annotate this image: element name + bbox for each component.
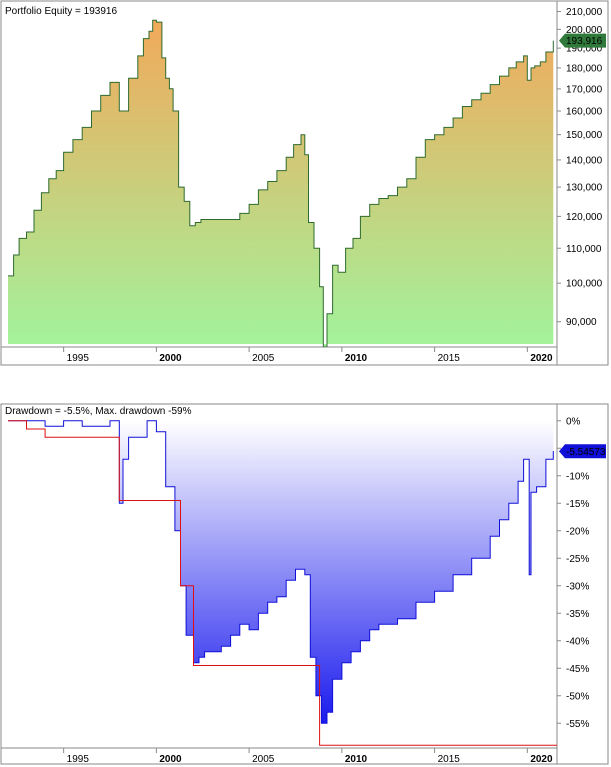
drawdown-y-tick-label: -20% xyxy=(566,526,589,537)
drawdown-chart: 0%-5%-10%-15%-20%-25%-30%-35%-40%-45%-50… xyxy=(0,403,609,765)
drawdown-y-tick-label: 0% xyxy=(566,416,581,427)
equity-y-tick-label: 130,000 xyxy=(566,183,603,194)
equity-x-tick-label: 2000 xyxy=(159,353,182,364)
drawdown-line xyxy=(8,420,554,724)
equity-y-tick-label: 180,000 xyxy=(566,63,603,74)
equity-y-tick-label: 100,000 xyxy=(566,279,603,290)
drawdown-current-value-label: -5.54573 xyxy=(566,447,606,458)
equity-y-tick-label: 90,000 xyxy=(566,317,597,328)
equity-line xyxy=(8,19,554,347)
equity-x-tick-label: 2010 xyxy=(345,353,368,364)
equity-y-tick-label: 140,000 xyxy=(566,155,603,166)
drawdown-x-tick-label: 1995 xyxy=(67,754,90,765)
drawdown-area-fill xyxy=(8,420,554,724)
equity-x-tick-label: 2020 xyxy=(530,353,553,364)
drawdown-x-tick-label: 2020 xyxy=(530,754,553,765)
max-drawdown-line xyxy=(8,420,557,746)
drawdown-current-value-tag xyxy=(559,444,606,459)
drawdown-chart-title: Drawdown = -5.5%, Max. drawdown -59% xyxy=(5,406,192,417)
drawdown-y-tick-label: -30% xyxy=(566,581,589,592)
equity-y-tick-label: 110,000 xyxy=(566,244,602,255)
drawdown-x-tick-label: 2000 xyxy=(159,754,182,765)
equity-y-tick-label: 210,000 xyxy=(566,7,603,18)
equity-y-tick-label: 120,000 xyxy=(566,212,603,223)
drawdown-y-tick-label: -15% xyxy=(566,499,589,510)
drawdown-x-tick-label: 2010 xyxy=(345,754,368,765)
drawdown-x-tick-label: 2005 xyxy=(252,754,275,765)
equity-x-tick-label: 2005 xyxy=(252,353,275,364)
drawdown-x-axis: 1995 2000 2005 2010 2015 2020 xyxy=(63,748,553,765)
drawdown-y-tick-label: -35% xyxy=(566,609,589,620)
equity-y-tick-label: 200,000 xyxy=(566,25,603,36)
equity-current-value-label: 193,916 xyxy=(566,36,603,47)
equity-y-tick-label: 190,000 xyxy=(566,44,603,55)
drawdown-y-tick-label: -50% xyxy=(566,691,589,702)
equity-area-fill xyxy=(8,20,554,347)
drawdown-x-tick-label: 2015 xyxy=(438,754,461,765)
equity-chart: 90,000 100,000 110,000 120,000 130,000 140,00… xyxy=(0,0,609,366)
equity-x-tick-label: 1995 xyxy=(67,353,90,364)
equity-x-tick-label: 2015 xyxy=(438,353,461,364)
drawdown-y-tick-label: -45% xyxy=(566,664,589,675)
drawdown-current-value-marker: -5.54573 xyxy=(559,444,606,459)
drawdown-y-tick-label: -25% xyxy=(566,554,589,565)
drawdown-y-tick-label: -40% xyxy=(566,636,589,647)
equity-y-tick-label: 170,000 xyxy=(566,84,603,95)
equity-y-axis: 90,000 100,000 110,000 120,000 130,000 140,00… xyxy=(557,7,603,328)
equity-y-tick-label: 150,000 xyxy=(566,130,603,141)
equity-current-value-tag xyxy=(559,33,606,48)
equity-chart-title: Portfolio Equity = 193916 xyxy=(5,6,117,17)
drawdown-y-tick-label: -10% xyxy=(566,471,589,482)
drawdown-y-tick-label: -55% xyxy=(566,719,589,730)
equity-y-tick-label: 160,000 xyxy=(566,107,603,118)
equity-x-axis: 1995 2000 2005 2010 2015 2020 xyxy=(63,347,553,364)
equity-current-value-marker: 193,916 xyxy=(559,33,606,48)
